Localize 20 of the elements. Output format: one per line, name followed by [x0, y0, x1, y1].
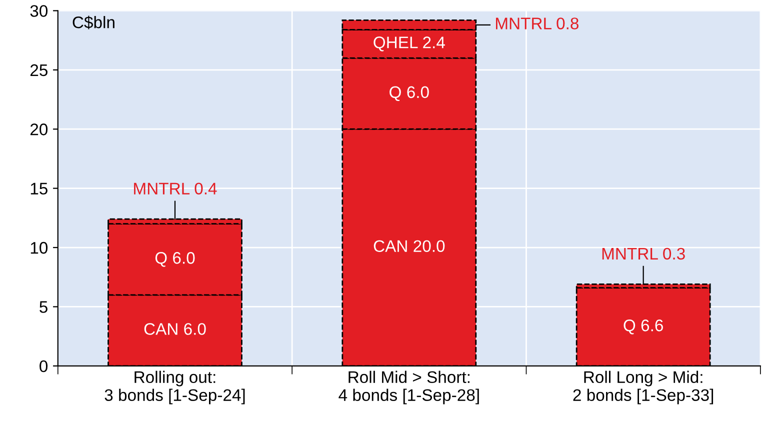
data-label: Q 6.6 [624, 320, 663, 334]
data-label: Q 6.0 [390, 86, 429, 102]
data-label: MNTRL 0.4 [134, 182, 217, 194]
data-label: MNTRL 0.3 [602, 248, 685, 260]
x-tick-label: Roll Long > Mid: 2 bonds [1-Sep-33] [573, 370, 714, 404]
data-label: CAN 6.0 [144, 323, 206, 335]
y-tick-label: 30 [30, 5, 48, 17]
y-tick-label: 25 [30, 64, 48, 76]
y-tick-label: 0 [40, 360, 48, 372]
data-label: Q 6.0 [155, 252, 195, 267]
y-tick-label: 5 [40, 301, 48, 313]
y-tick-label: 10 [30, 242, 48, 254]
x-tick-label: Roll Mid > Short: 4 bonds [1-Sep-28] [338, 370, 479, 404]
y-tick-label: 15 [30, 182, 48, 195]
x-tick-label: Rolling out: 3 bonds [1-Sep-24] [104, 370, 245, 404]
data-label: CAN 20.0 [374, 240, 445, 252]
data-label: QHEL 2.4 [374, 36, 445, 52]
y-tick-label: 20 [30, 124, 48, 136]
data-label: MNTRL 0.8 [496, 18, 578, 30]
annotation: C$bln [72, 16, 114, 30]
